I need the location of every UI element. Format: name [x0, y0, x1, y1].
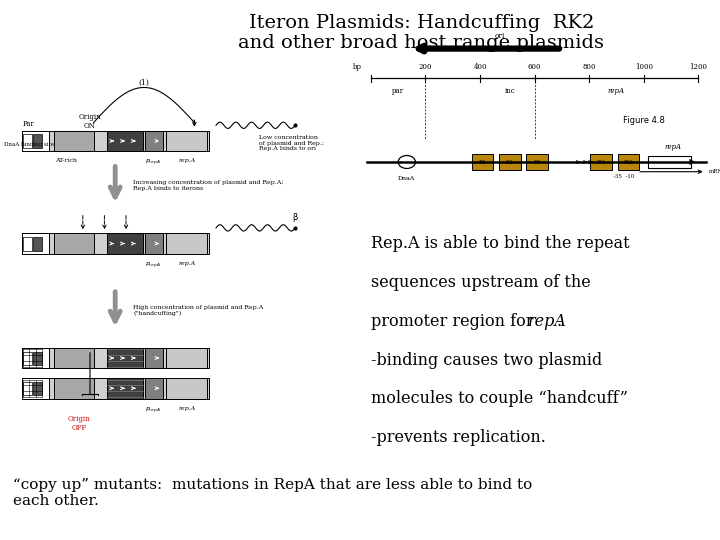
Text: Low concentration
of plasmid and Rep.;
Rep.A binds to ori: Low concentration of plasmid and Rep.; R…: [259, 135, 324, 151]
Bar: [166, 233, 207, 254]
Text: Origin
OFF: Origin OFF: [68, 415, 91, 432]
Bar: [54, 233, 94, 254]
Bar: [472, 154, 493, 170]
Text: 1000: 1000: [635, 63, 653, 71]
Text: .: .: [557, 313, 562, 329]
Bar: [54, 131, 94, 151]
Text: R3: R3: [534, 159, 541, 165]
Text: $P_{repA}$: $P_{repA}$: [145, 261, 161, 271]
Text: AT-rich: AT-rich: [55, 158, 77, 163]
Bar: [107, 233, 143, 254]
Bar: [22, 348, 209, 368]
Text: $P_{repA}$: $P_{repA}$: [145, 406, 161, 416]
Text: R1: R1: [479, 159, 486, 165]
Text: Par: Par: [23, 120, 35, 128]
Bar: [23, 134, 32, 148]
Text: promoter region for: promoter region for: [371, 313, 539, 329]
Bar: [22, 131, 49, 151]
Text: par: par: [392, 87, 404, 95]
Bar: [145, 131, 163, 151]
Bar: [23, 382, 32, 395]
Bar: [54, 348, 94, 368]
Bar: [648, 156, 691, 168]
Bar: [22, 348, 49, 368]
Text: 400: 400: [473, 63, 487, 71]
Bar: [33, 237, 42, 251]
Text: 600: 600: [528, 63, 541, 71]
Bar: [22, 378, 49, 399]
Bar: [526, 154, 548, 170]
Bar: [23, 237, 32, 251]
Bar: [22, 378, 209, 399]
Bar: [22, 233, 49, 254]
Text: rep.A: rep.A: [179, 158, 196, 163]
Text: 800: 800: [582, 63, 596, 71]
Text: -prevents replication.: -prevents replication.: [371, 429, 546, 446]
Bar: [590, 154, 612, 170]
Bar: [107, 378, 143, 399]
Text: Origin
ON: Origin ON: [78, 113, 102, 130]
Text: bp: bp: [354, 63, 362, 71]
Text: (1): (1): [138, 78, 150, 86]
Text: IR1: IR1: [596, 159, 606, 165]
Bar: [166, 348, 207, 368]
Text: Rep.A is able to bind the repeat: Rep.A is able to bind the repeat: [371, 235, 629, 252]
Bar: [166, 378, 207, 399]
Text: rep.A: rep.A: [179, 406, 196, 410]
Text: rep.A: rep.A: [179, 261, 196, 266]
Text: repA: repA: [608, 87, 625, 95]
Text: ori: ori: [495, 32, 505, 40]
Text: Iteron Plasmids: Handcuffing  RK2
and other broad host range plasmids: Iteron Plasmids: Handcuffing RK2 and oth…: [238, 14, 604, 52]
Text: mRNA: mRNA: [709, 169, 720, 174]
Text: inc: inc: [505, 87, 516, 95]
Bar: [107, 348, 143, 368]
Bar: [618, 154, 639, 170]
Text: Increasing concentration of plasmid and Rep.A;
Rep.A binds to iterons: Increasing concentration of plasmid and …: [133, 180, 284, 191]
Text: -35  -10: -35 -10: [613, 174, 634, 179]
Text: sequences upstream of the: sequences upstream of the: [371, 274, 590, 291]
Bar: [145, 378, 163, 399]
Text: Figure 4.8: Figure 4.8: [623, 116, 665, 125]
Bar: [22, 233, 209, 254]
Text: R2: R2: [506, 159, 513, 165]
Text: DnaA binding site: DnaA binding site: [4, 142, 53, 147]
Bar: [145, 348, 163, 368]
Bar: [145, 233, 163, 254]
Bar: [33, 352, 42, 365]
Text: IR2: IR2: [624, 159, 634, 165]
Text: $P_{repA}$: $P_{repA}$: [145, 158, 161, 168]
Text: High concentration of plasmid and Rep.A
("handcuffing"): High concentration of plasmid and Rep.A …: [133, 305, 264, 316]
Text: 1200: 1200: [690, 63, 707, 71]
Bar: [22, 131, 209, 151]
Bar: [107, 131, 143, 151]
Text: repA: repA: [528, 313, 567, 329]
Text: repA: repA: [665, 143, 682, 151]
Text: “copy up” mutants:  mutations in RepA that are less able to bind to
each other.: “copy up” mutants: mutations in RepA tha…: [13, 478, 532, 508]
Bar: [23, 352, 32, 365]
Bar: [166, 131, 207, 151]
Text: 200: 200: [418, 63, 432, 71]
Text: β: β: [292, 213, 298, 221]
Text: molecules to couple “handcuff”: molecules to couple “handcuff”: [371, 390, 628, 407]
Bar: [499, 154, 521, 170]
Bar: [54, 378, 94, 399]
Bar: [33, 134, 42, 148]
Text: -binding causes two plasmid: -binding causes two plasmid: [371, 352, 602, 368]
Text: DnaA: DnaA: [398, 176, 415, 180]
Bar: [33, 382, 42, 395]
